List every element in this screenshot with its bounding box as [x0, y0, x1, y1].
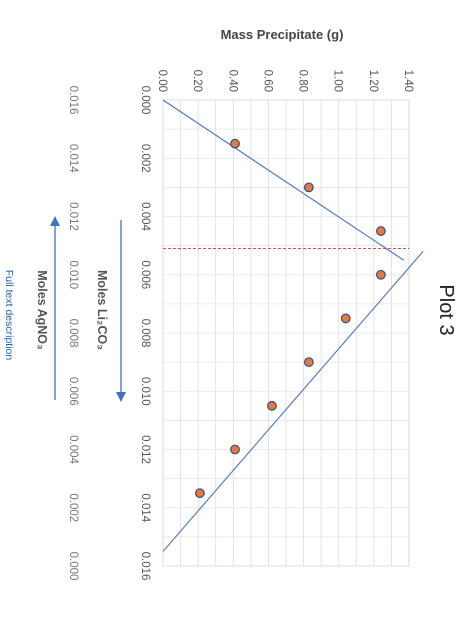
secondary-x-tick-label: 0.002 — [67, 493, 79, 522]
y-axis-label: Mass Precipitate (g) — [221, 27, 344, 42]
secondary-x-tick-label: 0.012 — [67, 202, 79, 231]
data-point — [230, 138, 240, 149]
y-tick-label: 0.80 — [297, 70, 309, 92]
x-tick-label: 0.016 — [139, 552, 151, 581]
secondary-x-tick-label: 0.010 — [67, 260, 79, 289]
secondary-x-tick-labels: 0.016 0.014 0.012 0.010 0.008 0.006 0.004 0.002… — [67, 86, 79, 581]
x-tick-label: 0.000 — [139, 86, 151, 115]
x-tick-label: 0.006 — [139, 260, 151, 289]
secondary-x-tick-label: 0.006 — [67, 377, 79, 406]
arrow-primary-down — [116, 220, 126, 402]
chart-title: Plot 3 — [435, 284, 457, 335]
y-tick-label: 0.20 — [191, 70, 203, 92]
x-axis-label-primary: Moles Li₂CO₃ — [95, 270, 109, 350]
grid — [162, 99, 410, 567]
trendlines — [162, 99, 424, 552]
full-text-description-link[interactable]: Full text description — [3, 270, 15, 361]
secondary-x-tick-label: 0.008 — [67, 319, 79, 348]
data-point — [267, 400, 277, 411]
y-tick-label: 0.00 — [156, 70, 168, 92]
trendline — [162, 99, 405, 261]
x-tick-label: 0.008 — [139, 319, 151, 348]
x-tick-labels: 0.000 0.002 0.004 0.006 0.008 0.010 0.012 0.014… — [139, 86, 151, 581]
x-tick-label: 0.012 — [139, 435, 151, 464]
data-point — [340, 313, 351, 324]
secondary-x-tick-label: 0.016 — [67, 86, 79, 115]
y-tick-label: 1.20 — [367, 70, 379, 92]
y-tick-label: 1.40 — [402, 70, 414, 92]
data-point — [194, 488, 205, 499]
data-point — [303, 182, 314, 193]
y-tick-label: 0.60 — [261, 70, 273, 92]
y-tick-label: 0.40 — [226, 70, 238, 92]
x-tick-label: 0.004 — [139, 202, 151, 231]
y-tick-labels: 0.00 0.20 0.40 0.60 0.80 1.00 1.20 1.40 — [156, 70, 414, 92]
x-axis-label-secondary: Moles AgNO₃ — [35, 270, 49, 350]
arrow-secondary-up — [50, 216, 60, 400]
data-points — [194, 138, 386, 499]
data-point — [230, 444, 240, 455]
x-tick-label: 0.002 — [139, 144, 151, 173]
trendline — [162, 251, 424, 552]
data-point — [375, 226, 386, 236]
secondary-x-tick-label: 0.004 — [67, 435, 79, 464]
secondary-x-tick-label: 0.014 — [67, 144, 79, 173]
y-tick-label: 1.00 — [332, 70, 344, 92]
x-tick-label: 0.014 — [139, 493, 151, 522]
data-point — [375, 269, 386, 280]
x-tick-label: 0.010 — [139, 377, 151, 406]
secondary-x-tick-label: 0.000 — [67, 552, 79, 581]
data-point — [303, 357, 314, 368]
